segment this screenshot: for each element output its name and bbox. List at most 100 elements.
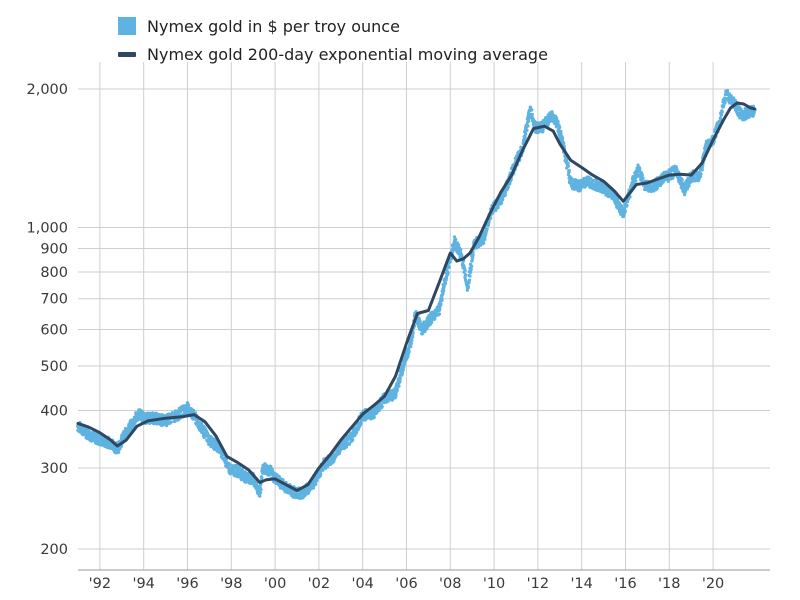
x-axis-tick-labels: '92 '94 '96 '98 '00 '02 '04 '06 '08 '10 '12 '14 '16 '… [89,576,725,592]
gold-price-point [466,285,470,289]
gold-price-point [117,450,121,454]
y-tick-label: 900 [40,242,68,258]
gold-price-point [457,243,461,247]
gold-price-point [224,458,228,462]
gold-price-point [722,103,726,108]
y-tick-label: 600 [40,323,68,339]
gold-price-point [136,418,140,422]
gold-price-point [582,176,587,180]
moving-average-series [76,101,757,492]
gold-price-point [465,288,469,292]
gold-price-point [567,170,571,174]
gold-price-point [315,479,319,483]
x-tick-label: '08 [439,576,461,592]
gold-price-point [437,308,442,312]
gold-price-point [471,253,475,257]
gold-price-point [623,209,627,213]
x-tick-label: '98 [220,576,242,592]
gold-price-point [508,182,512,186]
gold-price-point [622,213,626,217]
gold-price-point [398,376,402,381]
y-tick-label: 400 [40,404,68,420]
gold-price-point [566,161,570,165]
gold-price-point [186,403,191,407]
gold-price-point [141,411,145,415]
gold-price-point [559,132,563,136]
gold-price-point [487,220,491,224]
gold-price-point [260,476,264,480]
x-tick-label: '06 [395,576,417,592]
legend: Nymex gold in $ per troy ounce Nymex gol… [118,12,548,68]
y-tick-label: 200 [40,542,68,558]
gold-price-point [503,190,507,195]
gold-price-point [407,349,411,353]
gold-price-point [454,237,458,242]
gold-price-point [270,467,274,471]
gold-price-point [723,101,727,105]
gold-price-point [394,393,398,397]
gold-price-point [152,422,157,426]
gold-price-point [640,173,644,177]
gold-price-point [311,486,316,490]
gold-price-point [666,179,670,183]
legend-item-moving-average[interactable]: Nymex gold 200-day exponential moving av… [118,40,548,68]
gold-price-point [470,264,474,269]
gold-price-point [525,128,529,133]
legend-item-gold-price[interactable]: Nymex gold in $ per troy ounce [118,12,548,40]
gold-price-point [467,278,472,282]
x-tick-label: '96 [176,576,198,592]
gold-price-point [562,141,566,145]
gold-price-point [719,117,723,122]
y-tick-label: 500 [40,359,68,375]
gold-price-point [354,430,359,434]
gold-price-point [258,491,263,495]
gold-price-point [625,200,630,204]
gold-price-point [732,96,736,100]
gold-price-point [347,442,352,446]
gold-price-point [469,268,473,272]
x-tick-label: '02 [308,576,330,592]
x-tick-label: '12 [527,576,549,592]
gold-price-point [444,276,449,280]
gold-price-point [463,273,468,277]
gold-price-point [459,247,463,252]
gold-price-point [700,168,704,172]
gold-price-point [259,487,263,492]
gold-price-point [725,88,730,93]
gold-price-point [406,353,410,357]
gold-price-point [402,362,406,367]
y-tick-label: 700 [40,292,68,308]
gold-price-point [442,285,446,289]
x-tick-label: '18 [658,576,680,592]
x-tick-label: '92 [89,576,111,592]
gold-price-point [440,297,444,301]
gold-price-point [485,227,489,231]
y-tick-label: 300 [40,461,68,477]
x-tick-label: '04 [351,576,373,592]
gold-price-point [400,371,405,375]
legend-swatch-moving-average [118,51,136,57]
gold-price-point [447,265,451,269]
x-tick-label: '16 [614,576,636,592]
gold-price-point [169,420,173,424]
gold-price-point [496,204,500,208]
gold-price-point [527,119,531,123]
gold-price-point [558,125,562,130]
gold-price-point [683,193,687,197]
gold-price-point [699,174,703,179]
gold-price-point [506,185,510,189]
gold-price-point [680,178,684,182]
y-axis-tick-labels: 200 300 400 500 600 700 800 900 1,000 2,000 [26,82,68,558]
gold-price-point [720,110,724,114]
gold-price-point [401,368,405,372]
x-tick-label: '14 [570,576,592,592]
gold-price-point [441,291,445,295]
gold-price-point [437,312,442,316]
gold-price-point [409,344,413,349]
x-tick-label: '10 [483,576,505,592]
gold-price-point [541,127,545,132]
gold-price-point [556,119,560,124]
gold-price-point [489,216,493,220]
legend-label-gold-price: Nymex gold in $ per troy ounce [147,16,400,36]
